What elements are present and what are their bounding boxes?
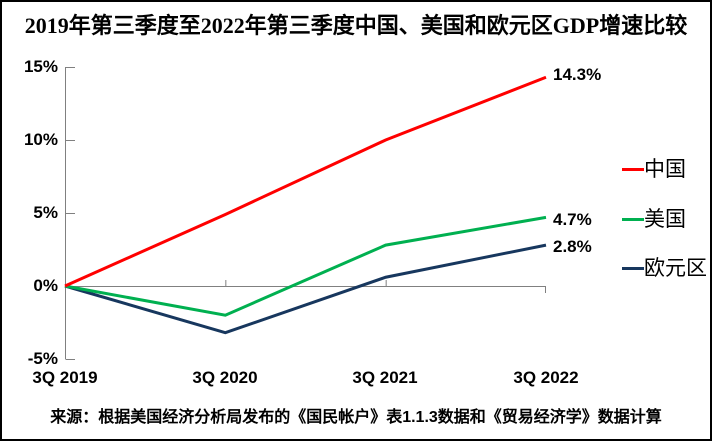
eurozone-line-swatch xyxy=(622,267,644,270)
legend-item-china: 中国 xyxy=(622,158,686,181)
data-label-china: 14.3% xyxy=(553,65,602,84)
china-line-swatch xyxy=(622,168,644,171)
x-axis-tick-label: 3Q 2022 xyxy=(513,368,579,387)
data-label-eurozone: 2.8% xyxy=(553,237,592,256)
data-label-us: 4.7% xyxy=(553,210,592,229)
legend-item-us: 美国 xyxy=(622,208,686,231)
x-axis-tick-label: 3Q 2019 xyxy=(32,368,98,387)
y-axis-tick-label: -5% xyxy=(27,349,58,368)
x-axis-tick-label: 3Q 2020 xyxy=(192,368,258,387)
legend-label: 欧元区 xyxy=(644,256,707,280)
x-axis-tick-label: 3Q 2021 xyxy=(352,368,418,387)
us-line-swatch xyxy=(622,218,644,221)
y-axis-tick-label: 5% xyxy=(33,203,58,222)
chart-title: 2019年第三季度至2022年第三季度中国、美国和欧元区GDP增速比较 xyxy=(24,13,688,38)
y-axis-tick-label: 15% xyxy=(23,57,58,76)
y-axis-tick-label: 10% xyxy=(23,130,58,149)
legend-label: 中国 xyxy=(644,157,686,181)
source-note: 来源：根据美国经济分析局发布的《国民帐户》表1.1.3数据和《贸易经济学》数据计… xyxy=(50,409,662,426)
legend-item-eurozone: 欧元区 xyxy=(622,257,707,280)
legend-label: 美国 xyxy=(644,207,686,231)
y-axis-tick-label: 0% xyxy=(33,276,58,295)
